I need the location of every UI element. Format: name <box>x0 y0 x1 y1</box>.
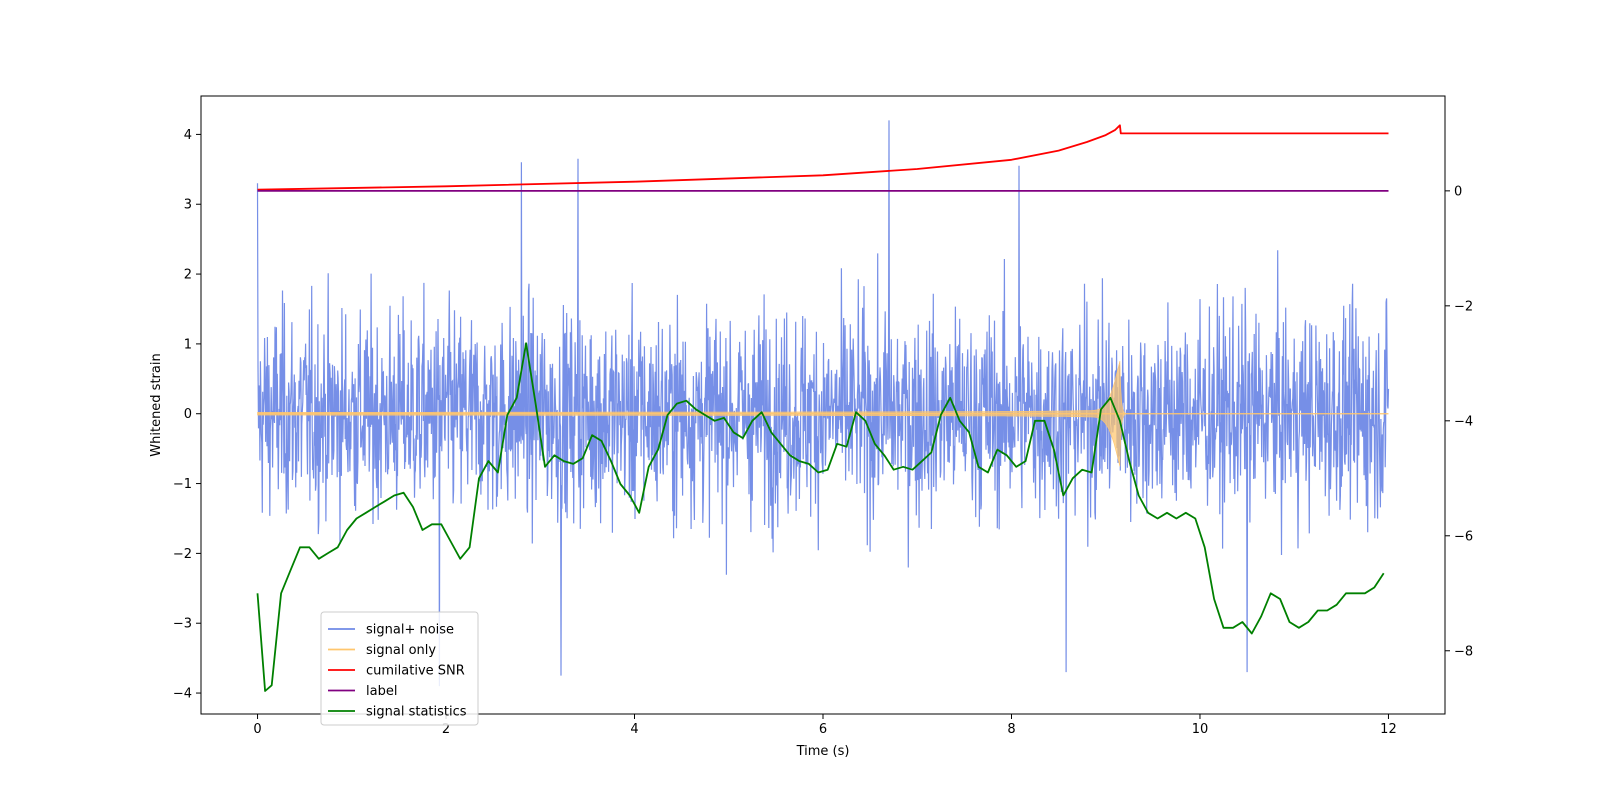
y2-tick-label: −6 <box>1454 529 1473 544</box>
x-tick-label: 2 <box>442 722 450 737</box>
series-cumilative-snr <box>257 124 1389 191</box>
y-tick-label: −1 <box>173 477 192 492</box>
y-tick-label: 0 <box>184 407 192 422</box>
y-tick-label: 4 <box>184 128 192 143</box>
y-axis-right: −8 −6 −4 −2 0 <box>1445 184 1473 659</box>
legend: signal+ noise signal only cumilative SNR la… <box>320 611 479 726</box>
y-tick-label: −2 <box>173 547 192 562</box>
y-tick-label: 3 <box>184 198 192 213</box>
x-axis-label: Time (s) <box>796 744 850 759</box>
legend-item-label: signal only <box>366 643 436 658</box>
legend-item-label: signal+ noise <box>366 623 454 638</box>
y-tick-label: 1 <box>184 337 192 352</box>
y-tick-label: −3 <box>173 617 192 632</box>
legend-item-label: signal statistics <box>366 705 467 720</box>
y2-tick-label: −2 <box>1454 299 1473 314</box>
y-tick-label: 2 <box>184 268 192 283</box>
series-signal-statistics <box>256 342 1385 692</box>
y2-tick-label: −4 <box>1454 414 1473 429</box>
plot-series-layer <box>256 120 1390 692</box>
legend-frame <box>320 611 479 726</box>
x-tick-label: 6 <box>819 722 827 737</box>
y-axis-left: −4 −3 −2 −1 0 1 2 3 4 <box>173 128 201 702</box>
x-tick-label: 0 <box>253 722 261 737</box>
legend-item-label: cumilative SNR <box>366 664 465 679</box>
x-tick-label: 8 <box>1007 722 1015 737</box>
y2-tick-label: 0 <box>1454 184 1462 199</box>
y-axis-label: Whitened strain <box>149 353 164 456</box>
series-signal-noise <box>256 120 1390 687</box>
x-tick-label: 4 <box>630 722 638 737</box>
x-tick-label: 10 <box>1192 722 1209 737</box>
y-tick-label: −4 <box>173 687 192 702</box>
x-tick-label: 12 <box>1380 722 1397 737</box>
y2-tick-label: −8 <box>1454 644 1473 659</box>
legend-item-label: label <box>366 684 397 699</box>
